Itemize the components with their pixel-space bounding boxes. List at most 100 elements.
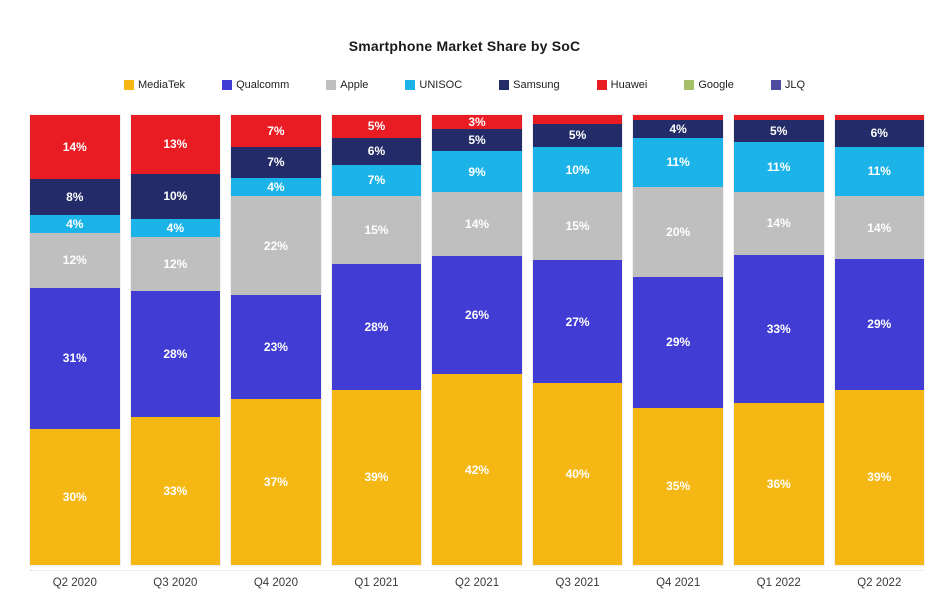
legend-item-mediatek: MediaTek [123,79,186,91]
bar-segment-huawei [834,115,925,120]
legend-label: Huawei [610,79,648,91]
bar-segment-apple: 14% [432,192,522,256]
bar-q2-2021: 42% 26% 14% 9% 5% 3% [432,115,522,565]
legend-label: JLQ [784,79,806,91]
x-axis-label: Q2 2021 [454,577,500,589]
legend-item-samsung: Samsung [499,79,560,91]
bar-segment-apple: 22% [231,196,321,295]
bar-segment-qualcomm: 29% [834,259,925,390]
chart-title: Smartphone Market Share by SoC [348,38,581,54]
chart-legend: MediaTek Qualcomm Apple UNISOC Samsung Huawei… [0,79,929,91]
bar-segment-qualcomm: 31% [30,287,120,429]
bar-segment-unisoc: 4% [231,178,321,196]
bar-segment-qualcomm: 29% [633,277,723,408]
bar-q1-2022: 36% 33% 14% 11% 5% [733,115,824,565]
bar-segment-mediatek: 39% [834,389,925,565]
x-axis-label: Q2 2020 [52,577,97,589]
bar-segment-unisoc: 11% [733,142,824,192]
bar-segment-mediatek: 30% [30,428,120,565]
x-axis-label: Q1 2022 [756,577,801,589]
x-axis-label: Q2 2022 [857,577,902,589]
bar-q3-2020: 33% 28% 12% 4% 10% 13% [130,115,221,565]
bar-segment-unisoc: 10% [532,146,623,193]
legend-item-apple: Apple [326,79,368,91]
bar-segment-huawei [633,115,723,120]
x-axis-label: Q4 2020 [253,577,298,589]
bar-segment-qualcomm: 28% [331,263,422,390]
legend-swatch-icon [405,80,416,90]
bar-segment-mediatek: 39% [331,389,422,565]
bar-segment-mediatek: 36% [733,403,824,565]
legend-swatch-icon [770,80,781,90]
legend-item-google: Google [684,79,734,91]
legend-swatch-icon [222,80,233,90]
x-axis-label: Q1 2021 [354,577,399,589]
bar-segment-apple: 20% [633,187,723,277]
bar-segment-qualcomm: 23% [231,295,321,399]
bar-segment-huawei: 7% [231,115,321,147]
legend-label: Google [698,79,734,91]
bar-segment-unisoc: 7% [331,164,422,196]
bar-segment-huawei: 3% [432,115,522,129]
legend-label: Apple [340,79,369,91]
legend-item-qualcomm: Qualcomm [222,79,289,91]
bar-segment-samsung: 6% [834,119,925,147]
bar-segment-mediatek: 37% [231,398,321,565]
bar-segment-huawei: 5% [331,115,422,138]
bar-segment-unisoc: 11% [633,137,723,187]
bar-segment-mediatek: 35% [633,407,723,565]
legend-swatch-icon [596,80,607,90]
legend-label: UNISOC [419,79,463,91]
bar-segment-apple: 14% [834,196,925,259]
bar-segment-samsung: 10% [130,173,221,219]
bar-segment-unisoc: 11% [834,146,925,196]
bar-segment-samsung: 5% [532,124,623,147]
bar-segment-samsung: 5% [432,128,522,152]
bar-q2-2022: 39% 29% 14% 11% 6% [834,115,925,565]
bar-segment-samsung: 5% [733,119,824,142]
bar-segment-apple: 15% [532,192,623,261]
legend-swatch-icon [684,80,695,90]
x-axis-label: Q3 2021 [555,577,600,589]
bar-q3-2021: 40% 27% 15% 10% 5% [532,115,623,565]
legend-swatch-icon [499,80,510,90]
bar-segment-qualcomm: 27% [532,260,623,384]
bar-segment-mediatek: 42% [432,374,522,565]
bar-segment-unisoc: 4% [130,218,221,237]
bar-q4-2020: 37% 23% 22% 4% 7% 7% [231,115,321,565]
bar-segment-apple: 14% [733,191,824,255]
bar-segment-samsung: 4% [633,119,723,138]
legend-label: MediaTek [137,79,186,91]
bar-segment-samsung: 6% [331,137,422,165]
bar-segment-apple: 12% [130,236,221,291]
stacked-bar-plot: 30% 31% 12% 4% 8% 14% 33% 28% 12% 4% 10% 13% 37% 23% 2… [30,115,925,565]
bar-segment-huawei [532,115,623,125]
x-axis-label: Q4 2021 [656,577,701,589]
bar-segment-apple: 12% [30,233,120,288]
legend-swatch-icon [123,80,134,90]
legend-swatch-icon [326,80,337,90]
legend-label: Qualcomm [236,79,290,91]
bar-segment-samsung: 7% [231,146,321,178]
bar-segment-qualcomm: 28% [130,290,221,417]
bar-segment-huawei: 14% [30,115,120,179]
bar-q1-2021: 39% 28% 15% 7% 6% 5% [331,115,422,565]
bar-segment-huawei: 13% [130,115,221,174]
bar-segment-apple: 15% [331,196,422,264]
bar-segment-unisoc: 9% [432,151,522,193]
bar-segment-qualcomm: 26% [432,255,522,375]
legend-label: Samsung [513,79,560,91]
bar-segment-mediatek: 40% [532,383,623,565]
bar-segment-huawei [733,115,824,120]
bar-segment-mediatek: 33% [130,416,221,565]
x-axis: Q2 2020 Q3 2020 Q4 2020 Q1 2021 Q2 2021 Q3 20… [30,570,924,589]
bar-segment-unisoc: 4% [30,215,120,234]
bar-q4-2021: 35% 29% 20% 11% 4% [633,115,723,565]
bar-q2-2020: 30% 31% 12% 4% 8% 14% [30,115,120,565]
bar-segment-qualcomm: 33% [733,254,824,403]
legend-item-jlq: JLQ [770,79,806,91]
legend-item-unisoc: UNISOC [405,79,462,91]
x-axis-label: Q3 2020 [153,577,198,589]
legend-item-huawei: Huawei [596,79,648,91]
